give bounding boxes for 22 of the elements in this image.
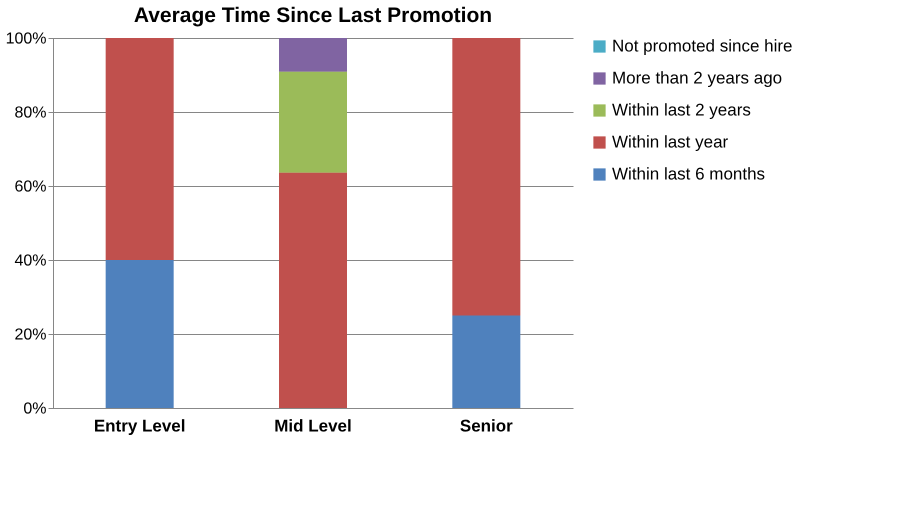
y-tick-label: 60% xyxy=(14,178,46,196)
bar xyxy=(452,316,520,408)
bar xyxy=(279,72,347,173)
y-tick-label: 40% xyxy=(14,252,46,270)
y-tick-label: 20% xyxy=(14,326,46,344)
bar xyxy=(279,38,347,72)
y-tick-label: 0% xyxy=(23,400,46,418)
x-tick-label: Entry Level xyxy=(94,416,186,436)
x-tick-label: Mid Level xyxy=(274,416,352,436)
x-tick-label: Senior xyxy=(460,416,514,436)
chart-title: Average Time Since Last Promotion xyxy=(134,4,492,27)
legend-label: More than 2 years ago xyxy=(612,68,782,88)
legend-label: Within last 2 years xyxy=(612,100,751,120)
bar xyxy=(106,260,174,408)
bar xyxy=(279,172,347,408)
y-tick-label: 100% xyxy=(6,30,46,48)
legend-label: Not promoted since hire xyxy=(612,36,792,56)
bar xyxy=(452,38,520,316)
bar xyxy=(106,38,174,260)
y-tick-label: 80% xyxy=(14,104,46,122)
legend-label: Within last year xyxy=(612,132,729,152)
legend-label: Within last 6 months xyxy=(612,164,766,184)
